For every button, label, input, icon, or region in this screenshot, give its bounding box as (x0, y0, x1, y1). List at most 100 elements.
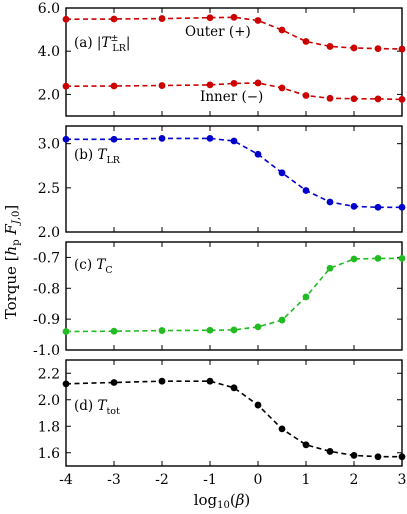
x-tick-label: 3 (398, 472, 407, 488)
data-point (62, 328, 70, 335)
panel-frame (65, 359, 403, 467)
data-point (398, 45, 406, 53)
data-point (326, 94, 334, 102)
data-point (278, 26, 286, 34)
data-point (350, 452, 358, 459)
data-point (302, 441, 310, 449)
data-point (278, 169, 286, 177)
data-point (110, 379, 118, 386)
data-point (206, 377, 214, 385)
data-point (374, 45, 382, 53)
y-tick-label: 2.5 (38, 181, 60, 197)
panel-1: 2.0 2.5 3.0 (38, 125, 406, 241)
data-point (230, 384, 238, 392)
x-tick-label: 0 (254, 472, 263, 488)
data-point (254, 17, 262, 24)
y-tick-label: 3.0 (38, 137, 60, 153)
x-tick-label: -1 (203, 472, 217, 488)
data-point (350, 44, 358, 52)
panel-label-d: (d) Ttot (74, 398, 120, 417)
data-point (158, 377, 166, 385)
y-tick-label: -0.7 (33, 250, 60, 266)
panels: 2.0 4.0 6.0 2.0 2.5 3.0 -1.0 -0.9 -0.8 -0.7 -4 -3 -2… (33, 1, 406, 488)
y-axis-label: Torque [hp FJ,0] (2, 205, 22, 320)
data-point (302, 293, 310, 301)
data-point (206, 134, 214, 142)
data-point (398, 203, 406, 211)
data-point (206, 326, 214, 334)
panel-0: 2.0 4.0 6.0 (38, 1, 406, 117)
data-point (158, 327, 166, 334)
data-point (398, 453, 406, 461)
data-point (230, 137, 238, 145)
y-tick-label: 1.8 (38, 419, 60, 435)
data-point (278, 84, 286, 92)
data-point (350, 95, 358, 103)
series-line-1 (65, 82, 403, 101)
data-point (302, 38, 310, 45)
data-point (110, 82, 118, 90)
x-tick-label: 2 (350, 472, 359, 488)
y-tick-label: 1.6 (38, 446, 60, 462)
data-point (398, 95, 406, 103)
data-point (62, 15, 70, 23)
data-point (254, 79, 262, 87)
data-point (62, 82, 70, 90)
data-point (206, 14, 214, 22)
data-point (326, 43, 334, 50)
y-tick-label: 2.0 (38, 393, 60, 409)
y-tick-label: -0.9 (33, 312, 60, 328)
y-tick-label: 2.0 (38, 225, 60, 241)
series-line-0 (65, 16, 403, 50)
data-point (326, 448, 334, 455)
data-point (158, 15, 166, 22)
y-tick-label: 2.0 (38, 87, 60, 103)
data-point (254, 323, 262, 331)
series-line-0 (65, 257, 402, 333)
data-point (374, 254, 382, 262)
data-point (350, 202, 358, 210)
data-point (62, 135, 70, 143)
data-point (62, 380, 70, 388)
data-point (158, 82, 166, 89)
data-point (254, 150, 262, 158)
data-point (206, 81, 214, 89)
inner-annotation: Inner (−) (200, 89, 263, 105)
y-tick-label: 6.0 (38, 1, 60, 17)
series-line-0 (65, 380, 402, 458)
data-point (398, 254, 406, 262)
data-point (326, 264, 334, 272)
y-tick-label: -1.0 (33, 343, 60, 359)
data-point (110, 15, 118, 23)
data-point (374, 95, 382, 103)
data-point (326, 198, 334, 206)
data-point (278, 425, 286, 433)
outer-annotation: Outer (+) (185, 24, 251, 40)
panel-frame (65, 7, 403, 117)
data-point (374, 453, 382, 461)
data-point (254, 401, 262, 409)
data-point (230, 13, 238, 21)
panel-label-b: (b) TLR (74, 147, 121, 166)
x-tick-label: -4 (59, 472, 73, 488)
data-point (230, 79, 238, 87)
data-point (110, 135, 118, 143)
x-axis-label: log10(β) (194, 491, 251, 511)
data-point (350, 255, 358, 263)
panel-label-c: (c) TC (74, 257, 113, 276)
y-tick-label: 4.0 (38, 44, 60, 60)
data-point (302, 187, 310, 194)
data-point (302, 92, 310, 99)
data-point (158, 134, 166, 142)
data-point (230, 326, 238, 334)
data-point (374, 203, 382, 211)
panel-frame (65, 241, 403, 351)
x-tick-label: 1 (302, 472, 311, 488)
panel-3: -4 -3 -2 -1 0 1 2 3 1.6 1.8 2.0 2.2 (38, 359, 407, 488)
y-tick-label: 2.2 (38, 366, 60, 382)
panel-2: -1.0 -0.9 -0.8 -0.7 (33, 241, 406, 359)
y-tick-label: -0.8 (33, 281, 60, 297)
x-tick-label: -3 (107, 472, 121, 488)
x-tick-label: -2 (155, 472, 169, 488)
